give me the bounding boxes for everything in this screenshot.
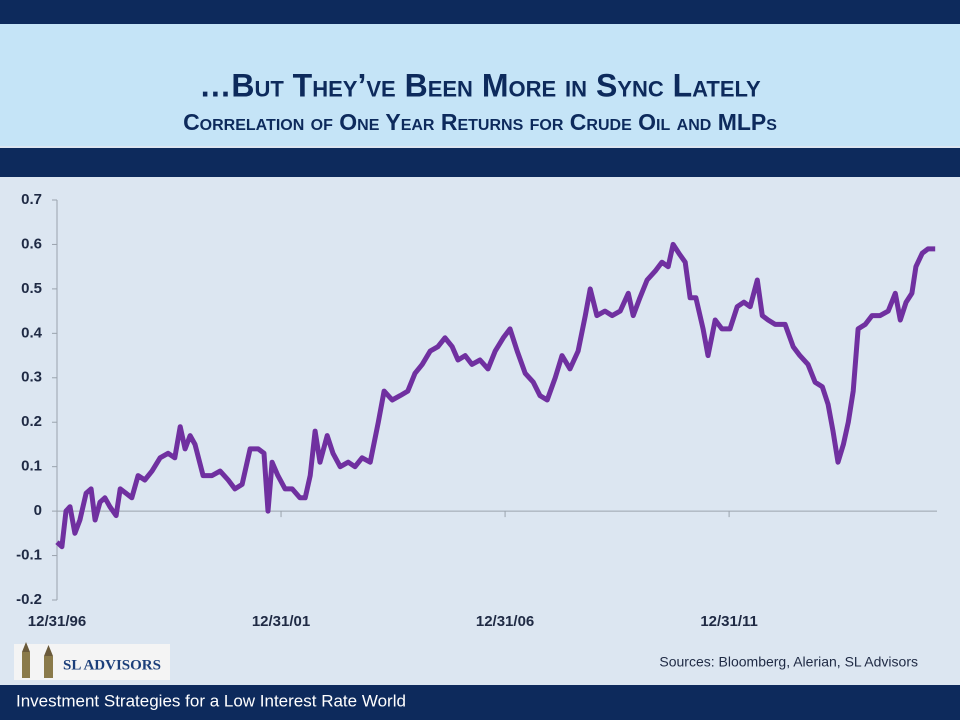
logo-spire bbox=[44, 645, 53, 656]
footer-bar bbox=[0, 685, 960, 720]
logo-tower bbox=[22, 652, 30, 678]
footer-text: Investment Strategies for a Low Interest… bbox=[16, 691, 406, 710]
logo-tower bbox=[44, 656, 53, 678]
y-tick-label: 0 bbox=[34, 502, 42, 519]
subtitle: Correlation of One Year Returns for Crud… bbox=[183, 109, 777, 135]
logo: SL ADVISORS bbox=[14, 642, 170, 680]
y-tick-label: 0.6 bbox=[21, 235, 42, 252]
x-tick-label: 12/31/01 bbox=[252, 613, 310, 630]
y-tick-label: -0.2 bbox=[16, 591, 42, 608]
y-tick-label: -0.1 bbox=[16, 547, 42, 564]
sources: Sources: Bloomberg, Alerian, SL Advisors bbox=[659, 654, 918, 670]
title: …But They’ve Been More in Sync Lately bbox=[199, 67, 761, 103]
line-series bbox=[55, 241, 936, 550]
top-bar bbox=[0, 0, 960, 24]
divider-bar bbox=[0, 148, 960, 177]
y-tick-label: 0.7 bbox=[21, 191, 42, 208]
logo-box bbox=[14, 644, 170, 680]
y-tick-label: 0.3 bbox=[21, 369, 42, 386]
y-tick-label: 0.1 bbox=[21, 458, 42, 475]
y-tick-label: 0.4 bbox=[21, 324, 43, 341]
x-tick-label: 12/31/11 bbox=[700, 613, 758, 630]
x-tick-label: 12/31/06 bbox=[476, 613, 534, 630]
logo-text: SL ADVISORS bbox=[63, 657, 161, 673]
y-tick-label: 0.2 bbox=[21, 413, 42, 430]
logo-spire bbox=[22, 642, 30, 652]
y-tick-label: 0.5 bbox=[21, 280, 42, 297]
title-band bbox=[0, 24, 960, 146]
x-tick-label: 12/31/96 bbox=[28, 613, 86, 630]
